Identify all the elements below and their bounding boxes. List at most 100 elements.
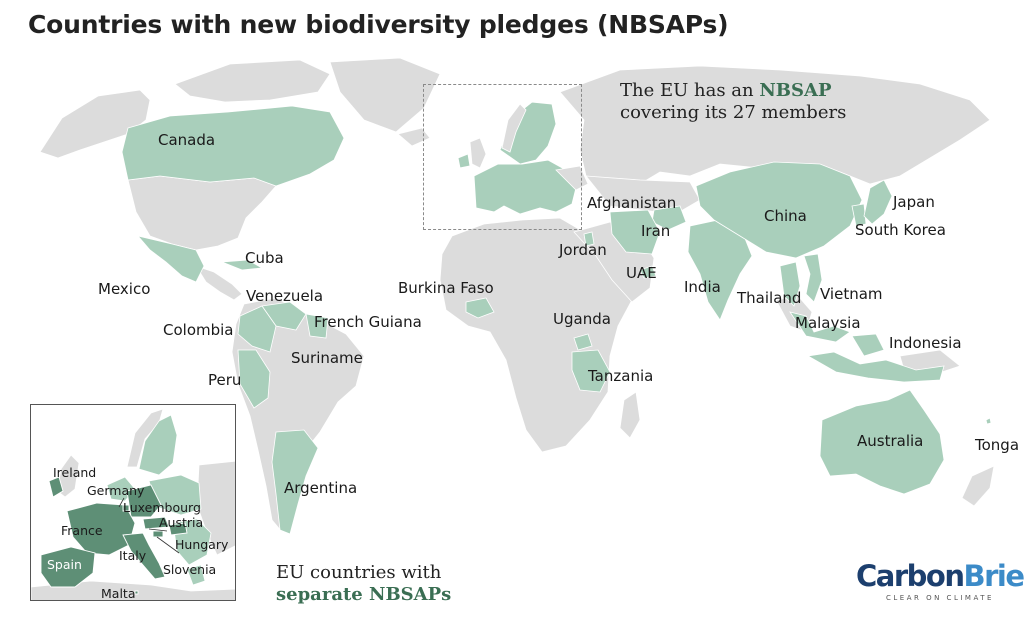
burkina-faso-shape [465, 297, 495, 319]
inset-sweden-finland [138, 414, 178, 476]
new-zealand [961, 465, 995, 507]
inset-hungary [168, 522, 188, 536]
uae-shape [639, 265, 657, 279]
guianas-shape [305, 313, 329, 339]
label-malaysia: Malaysia [795, 314, 861, 332]
tonga-shape [985, 417, 992, 425]
label-tanzania: Tanzania [588, 367, 654, 385]
inset-italy [122, 532, 166, 580]
inset-leaders [118, 497, 180, 554]
eu-inset-map: Ireland Germany Luxembourg France Austri… [30, 404, 236, 601]
eu-inset-svg [31, 408, 235, 600]
inset-norway [126, 408, 164, 468]
alaska [39, 89, 151, 159]
inset-caption-line1: EU countries with [276, 562, 442, 583]
inset-slovenia [152, 530, 164, 538]
eu-annotation: The EU has an NBSAP covering its 27 memb… [620, 80, 846, 124]
logo-part2: Brief [963, 559, 1024, 593]
label-jordan: Jordan [559, 241, 607, 259]
inset-label-hungary: Hungary [175, 537, 229, 552]
label-burkina-faso: Burkina Faso [398, 279, 494, 297]
label-vietnam: Vietnam [820, 285, 883, 303]
central-asia [585, 175, 701, 215]
inset-label-italy: Italy [119, 548, 147, 563]
inset-greece [186, 564, 206, 586]
page-title: Countries with new biodiversity pledges … [28, 10, 729, 39]
label-japan: Japan [893, 193, 935, 211]
cuba-shape [221, 259, 264, 271]
inset-label-luxembourg: Luxembourg [123, 500, 201, 515]
madagascar [619, 391, 641, 439]
thailand-shape [779, 261, 801, 307]
non-eu-europe [469, 103, 589, 191]
label-uae: UAE [626, 264, 657, 282]
nbsap-layer [121, 105, 992, 535]
korea-shape [851, 203, 867, 227]
label-india: India [684, 278, 721, 296]
ukraine-shape [555, 165, 589, 191]
inset-africa [31, 580, 235, 600]
label-cuba: Cuba [245, 249, 284, 267]
uganda-shape [573, 333, 593, 351]
indonesia-borneo-shape [851, 333, 885, 357]
uk-shape [469, 137, 487, 169]
central-america [195, 265, 243, 301]
logo-part1: Carbon [856, 559, 965, 593]
canada-shape [121, 105, 345, 187]
inset-malta [134, 590, 139, 595]
label-uganda: Uganda [553, 310, 611, 328]
jordan-shape [583, 231, 595, 247]
peru-shape [237, 349, 271, 409]
inset-label-ireland: Ireland [53, 465, 97, 480]
vietnam-shape [803, 253, 823, 303]
malaysia-shape [789, 311, 851, 343]
inset-separate-nbsaps [40, 476, 188, 595]
arctic-islands [174, 59, 331, 103]
inset-label-spain: Spain [47, 557, 82, 572]
colombia-shape [237, 305, 277, 353]
inset-label-germany: Germany [87, 483, 145, 498]
inset-luxembourg [122, 504, 130, 512]
iceland [397, 127, 431, 147]
inset-label-france: France [61, 523, 103, 538]
logo-tagline: CLEAR ON CLIMATE [886, 594, 994, 602]
mexico-shape [136, 235, 205, 283]
label-venezuela: Venezuela [246, 287, 324, 305]
eu-highlight-box [423, 84, 582, 230]
label-afghanistan: Afghanistan [587, 194, 677, 212]
label-suriname: Suriname [291, 349, 363, 367]
indonesia-shape [806, 351, 945, 383]
inset-spain [40, 546, 96, 588]
africa [439, 217, 633, 453]
iran-shape [609, 209, 661, 255]
label-thailand: Thailand [737, 289, 802, 307]
label-indonesia: Indonesia [889, 334, 962, 352]
inset-germany [126, 484, 162, 518]
label-argentina: Argentina [284, 479, 358, 497]
inset-ireland [48, 476, 64, 498]
label-canada: Canada [158, 131, 216, 149]
eu-annotation-line1: The EU has an [620, 80, 760, 101]
inset-caption: EU countries with separate NBSAPs [276, 562, 451, 606]
eu-annotation-line2: covering its 27 members [620, 102, 847, 123]
japan-shape [863, 179, 893, 225]
greenland [329, 57, 441, 133]
inset-label-austria: Austria [159, 515, 204, 530]
argentina-shape [271, 429, 319, 535]
eu-mainland-shape [473, 159, 577, 215]
china-shape [695, 161, 863, 259]
label-mexico: Mexico [98, 280, 151, 298]
label-french-guiana: French Guiana [314, 313, 422, 331]
label-tonga: Tonga [975, 436, 1020, 454]
norway-shape [501, 103, 527, 153]
label-colombia: Colombia [163, 321, 234, 339]
tanzania-shape [571, 349, 611, 393]
inset-label-malta: Malta [101, 586, 136, 601]
label-peru: Peru [208, 371, 242, 389]
label-iran: Iran [641, 222, 671, 240]
carbonbrief-logo: CarbonBrief [856, 560, 1024, 592]
eu-annotation-highlight: NBSAP [759, 80, 832, 101]
label-australia: Australia [857, 432, 924, 450]
inset-label-slovenia: Slovenia [163, 562, 217, 577]
